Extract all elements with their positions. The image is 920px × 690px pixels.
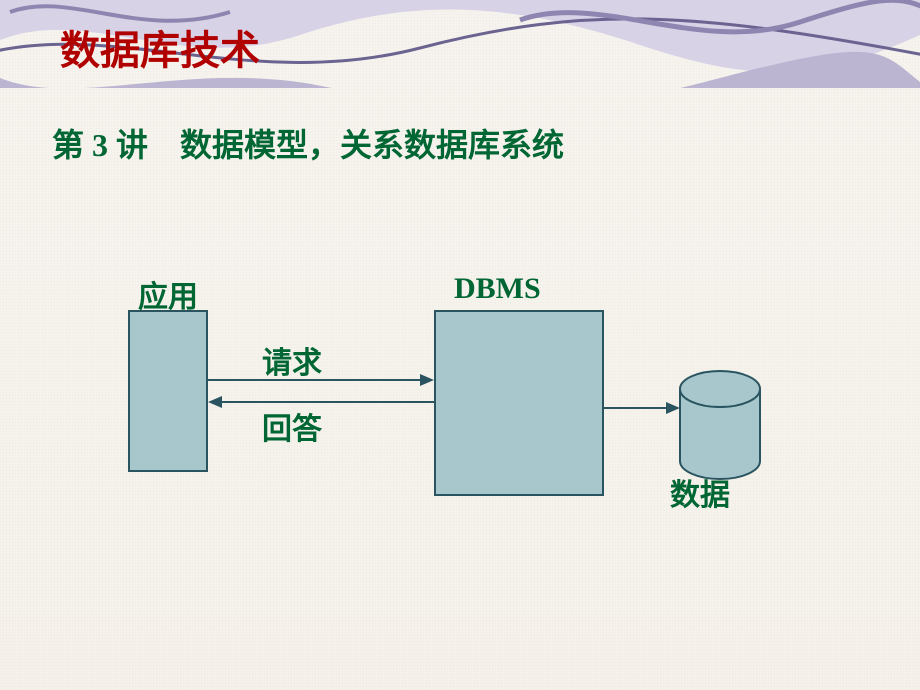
application-label: 应用 [138, 272, 198, 316]
arrow-left-icon [208, 396, 222, 408]
database-cylinder-icon [0, 0, 920, 690]
dbms-label: DBMS [454, 272, 541, 306]
request-arrow [208, 379, 420, 381]
data-label: 数据 [670, 470, 730, 514]
response-label: 回答 [262, 404, 322, 448]
request-label: 请求 [262, 338, 322, 382]
slide: 数据库技术 第 3 讲 数据模型，关系数据库系统 应用 DBMS 请求 回答 数… [0, 0, 920, 690]
dbms-diagram: 应用 DBMS 请求 回答 数据 [0, 0, 920, 690]
arrow-right-icon [666, 402, 680, 414]
db-link-arrow [604, 407, 666, 409]
response-arrow [222, 401, 434, 403]
arrow-right-icon [420, 374, 434, 386]
